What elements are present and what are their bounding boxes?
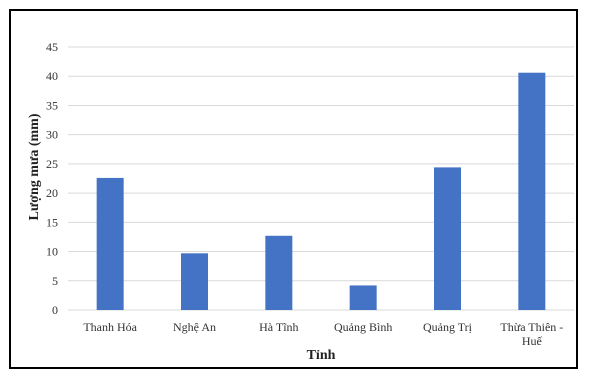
bar: [181, 253, 208, 310]
x-tick-labels: Thanh Hóa Nghệ An Hà Tĩnh Quảng Bình Quảng T…: [83, 320, 563, 348]
y-tick-label: 35: [46, 98, 58, 112]
x-tick-label: Quảng Trị: [423, 320, 473, 334]
y-tick-label: 40: [46, 69, 58, 83]
y-tick-label: 45: [46, 40, 58, 54]
x-tick-label: Nghệ An: [173, 320, 216, 334]
bar: [96, 177, 124, 310]
x-tick-label: Thừa Thiên -Huế: [500, 320, 563, 348]
gridlines: [68, 46, 574, 311]
x-tick-label: Hà Tĩnh: [259, 320, 298, 334]
bars: [96, 72, 546, 311]
y-tick-labels: 0 5 10 15 20 25 30 35 40 45: [46, 40, 58, 317]
y-tick-label: 20: [46, 186, 58, 200]
bar: [265, 235, 293, 310]
x-tick-label: Thanh Hóa: [83, 320, 137, 334]
bar: [518, 72, 546, 311]
y-tick-label: 25: [46, 157, 58, 171]
bar: [349, 285, 377, 310]
y-tick-label: 5: [52, 274, 58, 288]
y-tick-label: 10: [46, 245, 58, 259]
y-tick-label: 0: [52, 303, 58, 317]
bar: [434, 167, 461, 310]
y-tick-label: 15: [46, 215, 58, 229]
x-axis-title: Tỉnh: [307, 348, 336, 363]
x-tick-label: Quảng Bình: [334, 320, 392, 334]
y-axis-title: Lượng mưa (mm): [27, 113, 42, 220]
y-tick-label: 30: [46, 128, 58, 142]
